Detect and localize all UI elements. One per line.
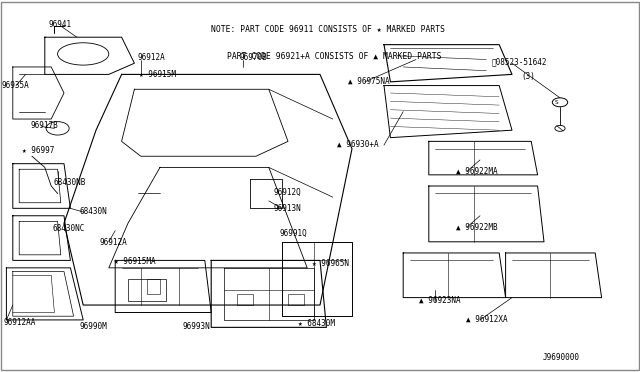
Text: 96917B: 96917B xyxy=(31,121,58,130)
Text: 96993N: 96993N xyxy=(182,322,210,331)
Text: 96935A: 96935A xyxy=(1,81,29,90)
Text: ★ 68430M: ★ 68430M xyxy=(298,319,335,328)
Bar xyxy=(147,279,160,294)
Text: 96941: 96941 xyxy=(49,20,72,29)
Bar xyxy=(128,279,166,301)
Text: ★ 96915M: ★ 96915M xyxy=(139,70,176,79)
Text: 96912AA: 96912AA xyxy=(3,318,36,327)
Text: S: S xyxy=(555,100,559,105)
Text: ▲ 96930+A: ▲ 96930+A xyxy=(337,140,379,149)
Bar xyxy=(237,294,253,305)
Text: 96990M: 96990M xyxy=(80,322,108,331)
Text: ▲ 96922MB: ▲ 96922MB xyxy=(456,222,497,231)
Text: ▲ 96912XA: ▲ 96912XA xyxy=(466,315,508,324)
Text: 96913N: 96913N xyxy=(274,204,301,213)
Text: ★ 96915MA: ★ 96915MA xyxy=(114,257,156,266)
Text: ▲ 96923NA: ▲ 96923NA xyxy=(419,296,461,305)
Text: ▲ 96922MA: ▲ 96922MA xyxy=(456,167,497,176)
Text: NOTE: PART CODE 96911 CONSISTS OF ★ MARKED PARTS: NOTE: PART CODE 96911 CONSISTS OF ★ MARK… xyxy=(211,25,445,34)
Text: Ⓝ08523-51642: Ⓝ08523-51642 xyxy=(492,57,547,66)
Text: 96912Q: 96912Q xyxy=(274,188,301,197)
Text: ▲ 96975NA: ▲ 96975NA xyxy=(348,76,389,85)
Text: PART CODE 96921+A CONSISTS OF ▲ MARKED PARTS: PART CODE 96921+A CONSISTS OF ▲ MARKED P… xyxy=(227,51,442,60)
Text: 68430N: 68430N xyxy=(80,207,108,216)
Text: 68430NC: 68430NC xyxy=(52,224,85,233)
Text: ★ 96965N: ★ 96965N xyxy=(312,259,349,267)
Text: J9690000: J9690000 xyxy=(543,353,580,362)
Text: 96991Q: 96991Q xyxy=(280,229,307,238)
Bar xyxy=(288,294,304,305)
Text: 96970B: 96970B xyxy=(240,53,268,62)
Text: 68430NB: 68430NB xyxy=(53,178,86,187)
Text: (3): (3) xyxy=(522,72,536,81)
Text: ★ 96997: ★ 96997 xyxy=(22,146,55,155)
Text: 96912A: 96912A xyxy=(99,238,127,247)
Text: 96912A: 96912A xyxy=(138,53,165,62)
